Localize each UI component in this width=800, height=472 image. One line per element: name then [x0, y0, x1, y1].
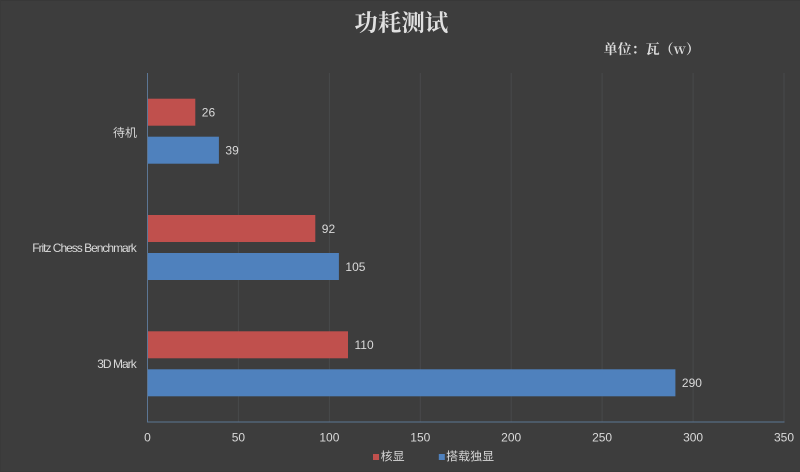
- svg-text:26: 26: [202, 106, 216, 120]
- svg-text:290: 290: [682, 376, 702, 390]
- svg-text:39: 39: [225, 144, 239, 158]
- svg-text:105: 105: [345, 260, 365, 274]
- svg-text:92: 92: [322, 222, 336, 236]
- svg-text:250: 250: [592, 431, 612, 445]
- svg-text:350: 350: [774, 431, 794, 445]
- svg-text:200: 200: [501, 431, 521, 445]
- svg-text:0: 0: [144, 431, 151, 445]
- svg-text:110: 110: [355, 338, 374, 352]
- svg-text:Fritz Chess Benchmark: Fritz Chess Benchmark: [32, 241, 138, 255]
- svg-text:3D Mark: 3D Mark: [97, 357, 138, 371]
- svg-text:300: 300: [683, 431, 703, 445]
- svg-text:150: 150: [410, 431, 430, 445]
- svg-text:100: 100: [319, 431, 339, 445]
- svg-text:50: 50: [232, 431, 246, 445]
